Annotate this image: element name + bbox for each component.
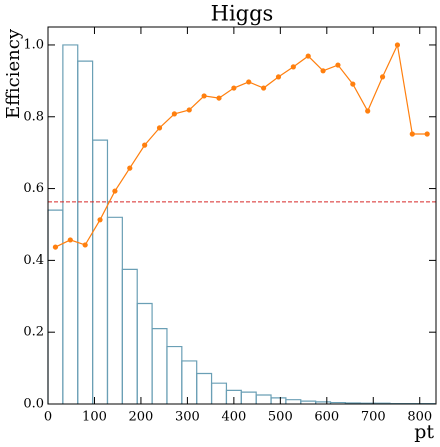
y-tick-label: 0.2 — [23, 325, 44, 340]
point — [201, 93, 207, 99]
x-tick-label: 800 — [407, 410, 432, 425]
point — [171, 111, 177, 117]
hist-step — [151, 328, 168, 404]
hist-step — [240, 391, 257, 404]
point — [156, 125, 163, 131]
x-tick-label: 200 — [129, 410, 154, 425]
point — [320, 68, 326, 74]
hist-step — [136, 302, 153, 404]
point — [424, 131, 430, 137]
line — [55, 42, 428, 248]
x-axis-label: pt — [414, 421, 434, 443]
point — [350, 81, 356, 87]
hist-step — [77, 60, 94, 404]
y-tick-label: 0.0 — [23, 397, 44, 412]
hist-step — [47, 209, 64, 404]
hist-step — [62, 44, 79, 404]
hist-step — [255, 394, 272, 404]
x-tick-label: 700 — [361, 410, 386, 425]
point — [142, 142, 148, 148]
point — [365, 108, 371, 114]
point — [112, 188, 118, 194]
point — [82, 242, 88, 248]
hist-step — [106, 216, 123, 404]
point — [305, 53, 311, 59]
point — [394, 42, 401, 48]
x-tick-label: 100 — [82, 410, 107, 425]
x-tick-label: 300 — [175, 410, 200, 425]
hist-step — [210, 382, 228, 404]
hist-step — [285, 399, 302, 404]
y-axis-label: Efficiency — [3, 28, 24, 119]
x-tick-label: 0 — [44, 410, 52, 425]
point — [379, 74, 386, 80]
point — [290, 64, 296, 70]
hist-step — [181, 360, 198, 404]
hist-step — [196, 372, 213, 404]
hist-step — [92, 139, 109, 404]
x-tick-label: 600 — [314, 410, 339, 425]
point — [246, 79, 252, 85]
hist-step — [270, 397, 287, 404]
y-tick-label: 1.0 — [23, 37, 44, 52]
x-tick-label: 500 — [268, 410, 293, 425]
y-tick-label: 0.8 — [23, 109, 44, 124]
x-tick-label: 400 — [221, 410, 246, 425]
point — [335, 62, 341, 68]
chart-title: Higgs — [211, 2, 274, 26]
point — [275, 74, 282, 80]
plot-frame — [47, 26, 437, 405]
point — [231, 85, 237, 91]
y-tick-label: 0.4 — [23, 253, 44, 268]
hist-step — [121, 268, 138, 404]
point — [97, 217, 103, 223]
point — [409, 131, 415, 137]
point — [261, 85, 267, 91]
point — [127, 165, 133, 171]
hist-step — [166, 345, 183, 404]
point — [52, 244, 59, 250]
y-tick-label: 0.6 — [23, 181, 44, 196]
point — [67, 237, 73, 243]
point — [216, 95, 222, 101]
point — [186, 107, 192, 113]
